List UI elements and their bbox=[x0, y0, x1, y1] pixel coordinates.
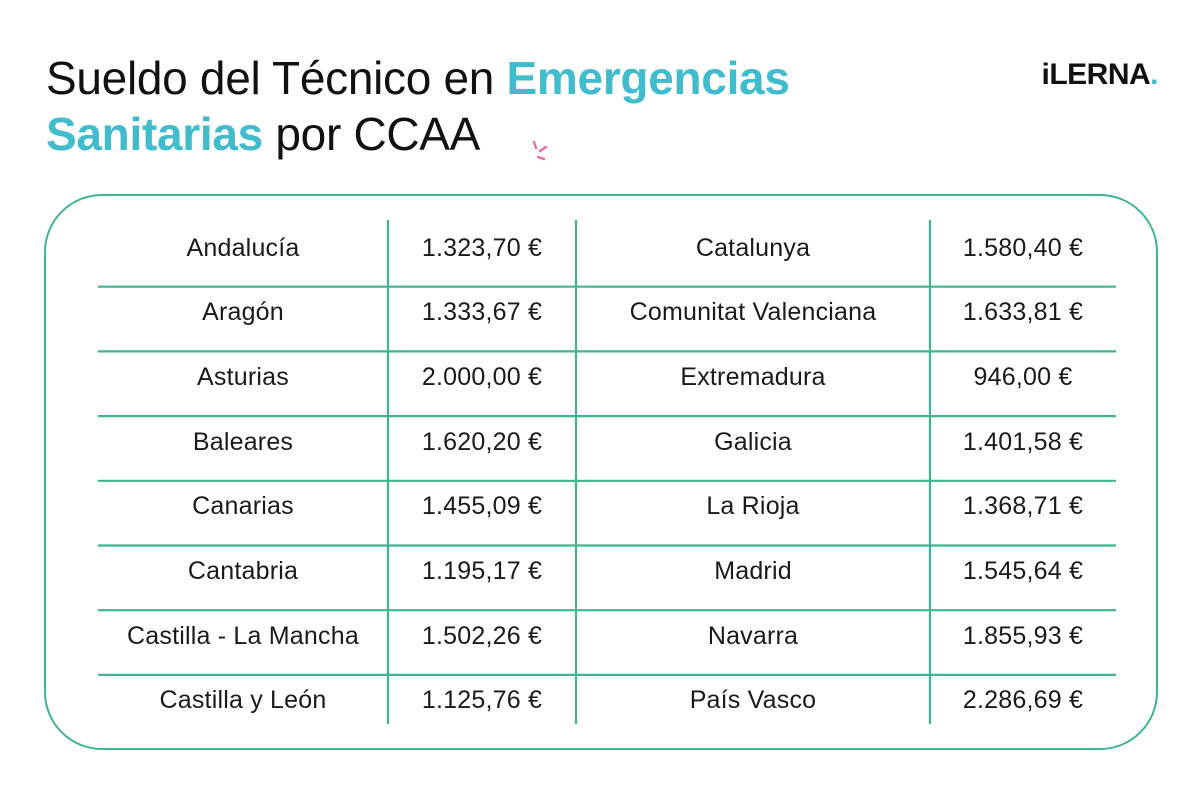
region-name-cell: Castilla y León bbox=[159, 686, 327, 715]
region-name-cell: Cantabria bbox=[187, 557, 299, 585]
salary-value-cell: 2.000,00 € bbox=[421, 362, 543, 391]
title-line-2: Sanitarias por CCAA bbox=[46, 106, 946, 162]
region-name-cell: Asturias bbox=[197, 362, 289, 391]
region-name-cell: Aragón bbox=[202, 298, 284, 327]
salary-value-cell: 1.855,93 € bbox=[962, 621, 1084, 650]
region-name-cell: Navarra bbox=[707, 621, 799, 650]
salary-value-cell: 946,00 € bbox=[973, 362, 1073, 391]
salary-value-cell: 1.368,71 € bbox=[962, 492, 1084, 521]
region-name-cell: Castilla - La Mancha bbox=[127, 621, 359, 650]
salary-value-cell: 1.401,58 € bbox=[962, 427, 1084, 456]
region-name-cell: Extremadura bbox=[680, 362, 826, 391]
region-name-cell: País Vasco bbox=[689, 686, 817, 715]
region-name-cell: Catalunya bbox=[695, 233, 811, 262]
sparkle-icon bbox=[532, 140, 548, 161]
salary-value-cell: 1.502,26 € bbox=[421, 621, 543, 650]
salary-value-cell: 1.125,76 € bbox=[421, 686, 543, 715]
region-name-cell: Galicia bbox=[714, 427, 792, 456]
logo-text: iLERNA bbox=[1041, 58, 1151, 91]
title-line-1: Sueldo del Técnico en Emergencias bbox=[46, 50, 946, 106]
title-text-accent-1: Emergencias bbox=[506, 52, 790, 104]
salary-value-cell: 1.580,40 € bbox=[962, 233, 1084, 262]
region-name-cell: Canarias bbox=[192, 492, 294, 521]
region-name-cell: Madrid bbox=[714, 557, 792, 585]
region-name-cell: La Rioja bbox=[706, 492, 800, 521]
title-text-accent-2: Sanitarias bbox=[46, 108, 263, 160]
region-name-cell: Andalucía bbox=[186, 233, 300, 262]
logo-dot: . bbox=[1150, 58, 1158, 91]
region-name-cell: Baleares bbox=[192, 427, 294, 456]
salary-value-cell: 1.633,81 € bbox=[962, 298, 1084, 327]
salary-value-cell: 1.455,09 € bbox=[421, 492, 543, 521]
region-name-cell: Comunitat Valenciana bbox=[629, 298, 877, 327]
salary-value-cell: 1.620,20 € bbox=[421, 427, 543, 456]
salary-value-cell: 1.333,67 € bbox=[421, 298, 543, 327]
salary-value-cell: 2.286,69 € bbox=[962, 686, 1084, 715]
salary-value-cell: 1.545,64 € bbox=[962, 557, 1084, 585]
title-text-plain-2: por CCAA bbox=[262, 108, 481, 160]
salary-value-cell: 1.195,17 € bbox=[421, 557, 543, 585]
ilerna-logo: iLERNA. bbox=[1041, 58, 1158, 92]
page-title: Sueldo del Técnico en Emergencias Sanita… bbox=[46, 50, 946, 162]
salary-table-frame bbox=[44, 194, 1158, 750]
salary-value-cell: 1.323,70 € bbox=[421, 233, 543, 262]
title-text-plain-1: Sueldo del Técnico en bbox=[46, 52, 507, 104]
